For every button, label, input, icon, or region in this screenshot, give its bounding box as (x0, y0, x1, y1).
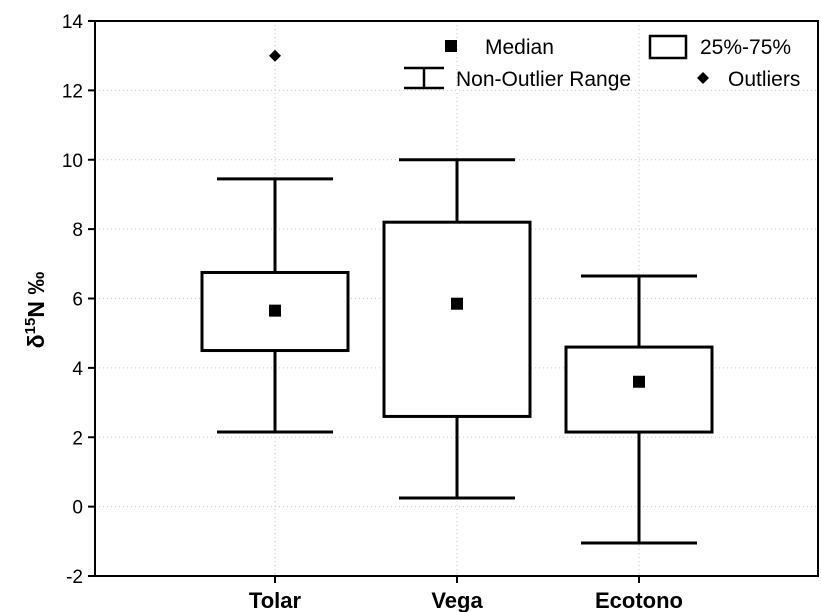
legend-box-label: 25%-75% (700, 36, 791, 59)
y-tick-label: -2 (66, 567, 83, 588)
y-tick-label: 14 (62, 12, 84, 33)
median-marker (269, 304, 281, 317)
legend-outlier-label: Outliers (728, 68, 800, 91)
y-tick-label: 6 (72, 290, 83, 311)
y-tick-label: 0 (72, 498, 83, 519)
legend-box-symbol (648, 34, 688, 60)
box-layer (200, 49, 714, 545)
x-tick-label: Ecotono (595, 588, 683, 612)
legend: Median 25%-75% Non-Outlier Range Outliers (404, 34, 800, 91)
y-tick-label: 2 (72, 428, 83, 449)
x-tick-label: Vega (431, 588, 483, 612)
box-group (382, 158, 532, 500)
legend-outlier-symbol (697, 72, 709, 84)
x-tick-label: Tolar (249, 588, 302, 612)
y-tick-label: 12 (62, 81, 83, 102)
y-tick-label: 8 (72, 220, 83, 241)
box-group (564, 274, 714, 545)
box-group (200, 49, 350, 434)
axis-layer: -2 0 2 4 6 8 10 12 14 Tolar Vega Ecotono (62, 12, 819, 612)
median-marker (633, 375, 645, 388)
iqr-box (564, 345, 714, 434)
legend-median-symbol (445, 40, 457, 52)
outlier-marker (269, 49, 281, 62)
y-tick-label: 4 (72, 359, 83, 380)
legend-median-label: Median (485, 36, 554, 59)
legend-whisker-label: Non-Outlier Range (456, 68, 631, 91)
y-tick-label: 10 (62, 151, 83, 172)
iqr-box (382, 220, 532, 418)
median-marker (451, 297, 463, 310)
y-axis-label: δ15N ‰ (22, 272, 49, 349)
